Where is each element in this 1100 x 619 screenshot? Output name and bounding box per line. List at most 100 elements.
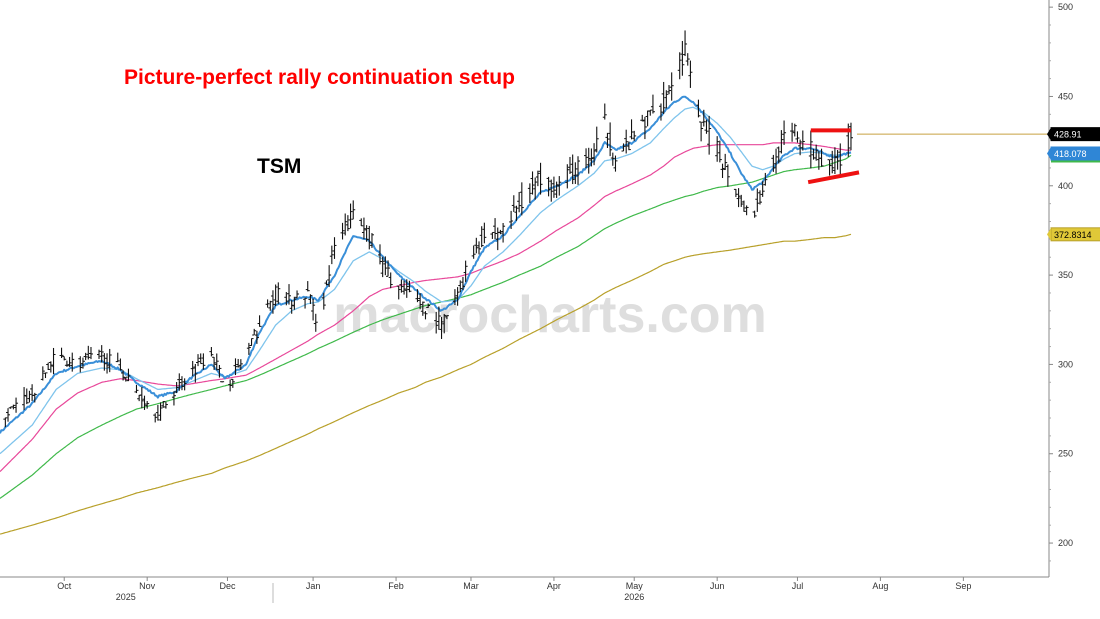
price-bar xyxy=(602,103,607,120)
price-bar xyxy=(755,188,760,212)
price-bar xyxy=(439,316,444,339)
watermark-layer: macrocharts.com xyxy=(333,286,767,344)
price-bar xyxy=(677,52,682,80)
price-bar xyxy=(463,260,468,282)
price-bar xyxy=(608,122,613,157)
price-bar xyxy=(757,190,762,205)
price-bar xyxy=(369,233,374,248)
price-bar xyxy=(380,256,385,278)
price-bar xyxy=(605,132,610,148)
price-bar xyxy=(257,315,262,327)
price-bar xyxy=(460,276,465,291)
price-bar xyxy=(383,256,388,276)
price-bar xyxy=(629,119,634,140)
price-bar xyxy=(51,347,56,375)
price-bar xyxy=(177,373,182,391)
price-bar xyxy=(305,281,310,292)
price-bar xyxy=(303,297,308,309)
price-bar xyxy=(212,356,217,370)
price-bar xyxy=(115,352,120,363)
price-bar xyxy=(696,99,701,118)
price-bar xyxy=(174,382,179,394)
price-bar xyxy=(249,338,254,346)
price-bar xyxy=(790,122,795,142)
price-bar xyxy=(533,177,538,200)
price-bar xyxy=(399,279,404,293)
price-bar xyxy=(819,148,824,167)
price-bar xyxy=(407,280,412,293)
price-bar xyxy=(795,131,800,143)
price-bar xyxy=(155,404,160,421)
price-bar xyxy=(782,120,787,145)
price-bar xyxy=(209,347,214,357)
price-bar xyxy=(557,176,562,196)
price-bar xyxy=(163,401,168,409)
price-bar xyxy=(586,147,591,174)
price-bar xyxy=(14,397,19,413)
price-bar xyxy=(327,265,332,287)
price-bar xyxy=(182,378,187,391)
price-bar xyxy=(359,218,364,227)
price-bar xyxy=(584,148,589,169)
price-bar xyxy=(458,280,463,293)
price-bar xyxy=(650,94,655,114)
x-tick-label: Jun xyxy=(710,581,725,591)
price-bar xyxy=(741,200,746,212)
ticker-label: TSM xyxy=(257,155,301,178)
price-bar xyxy=(345,215,350,232)
x-tick-label: Sep xyxy=(955,581,971,591)
price-bar xyxy=(321,292,326,310)
price-bar xyxy=(739,194,744,207)
price-bar xyxy=(88,346,93,360)
support-line xyxy=(807,170,860,185)
price-bar xyxy=(444,315,449,320)
price-bar xyxy=(514,205,519,221)
x-tick-label: Jan xyxy=(306,581,321,591)
price-bar xyxy=(284,292,289,306)
price-bar xyxy=(664,90,669,109)
price-bar xyxy=(3,417,8,428)
price-bar xyxy=(723,153,728,171)
price-bar xyxy=(717,140,722,163)
price-bar xyxy=(386,260,391,277)
price-bar xyxy=(530,171,535,195)
price-bar xyxy=(704,119,709,134)
price-bar xyxy=(198,353,203,365)
annotation-lines xyxy=(807,128,1049,185)
price-bar xyxy=(190,360,195,377)
price-bar xyxy=(105,353,110,374)
price-bar xyxy=(179,376,184,391)
price-bar xyxy=(121,370,126,381)
price-bar xyxy=(760,181,765,197)
price-bar xyxy=(744,205,749,216)
price-bar xyxy=(70,352,75,372)
price-bar xyxy=(348,203,353,229)
price-bar xyxy=(404,279,409,298)
price-bar xyxy=(830,150,835,174)
price-bar xyxy=(59,347,64,359)
price-bar xyxy=(40,366,45,381)
price-bar xyxy=(32,392,37,403)
price-bar xyxy=(246,342,251,355)
y-tick-label: 450 xyxy=(1058,91,1073,101)
price-bar xyxy=(364,225,369,242)
price-bar xyxy=(680,40,685,76)
price-bar xyxy=(763,172,768,186)
price-bar xyxy=(800,130,805,151)
price-bar xyxy=(509,210,514,229)
price-bar xyxy=(351,200,356,220)
price-bar xyxy=(402,280,407,295)
price-bar xyxy=(565,164,570,189)
price-bar xyxy=(329,245,334,265)
x-tick-label: Apr xyxy=(547,581,561,591)
price-bar xyxy=(511,195,516,212)
price-bar xyxy=(827,159,832,176)
price-bar xyxy=(573,162,578,184)
price-bar xyxy=(498,229,503,235)
price-bar xyxy=(276,282,281,304)
price-bar xyxy=(62,356,67,361)
sma-200-line xyxy=(0,233,852,535)
y-tick-label: 300 xyxy=(1058,359,1073,369)
price-bar xyxy=(477,241,482,255)
